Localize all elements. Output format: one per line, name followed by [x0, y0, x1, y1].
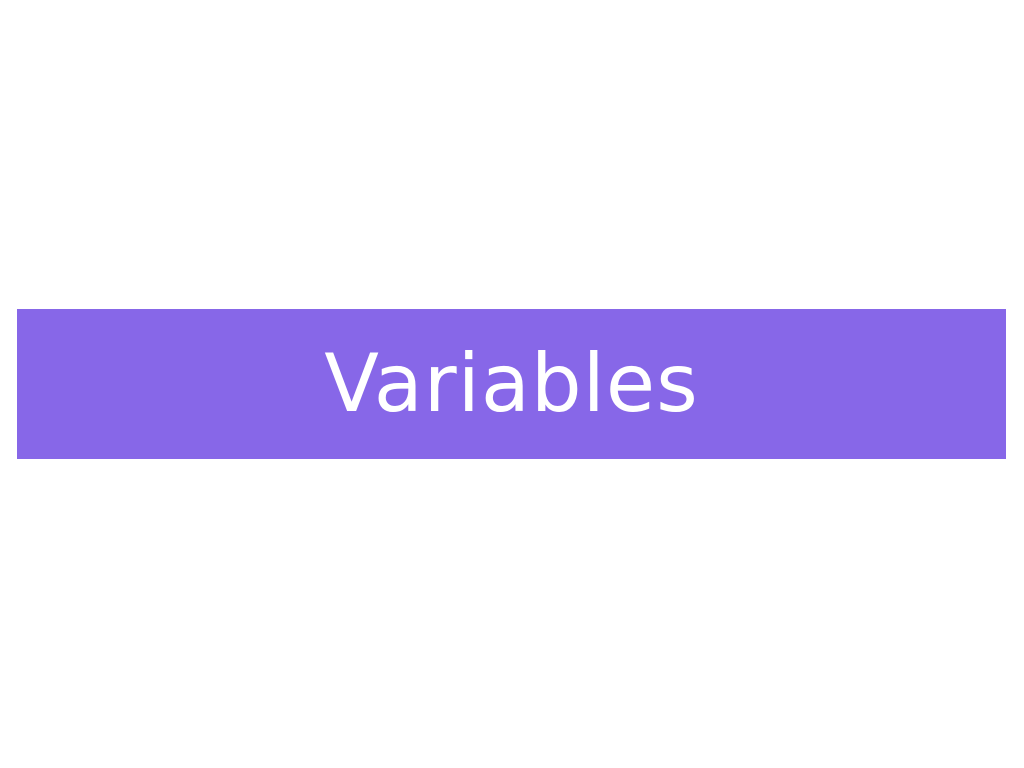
title-band: Variables [17, 309, 1006, 459]
slide-title: Variables [324, 337, 699, 430]
